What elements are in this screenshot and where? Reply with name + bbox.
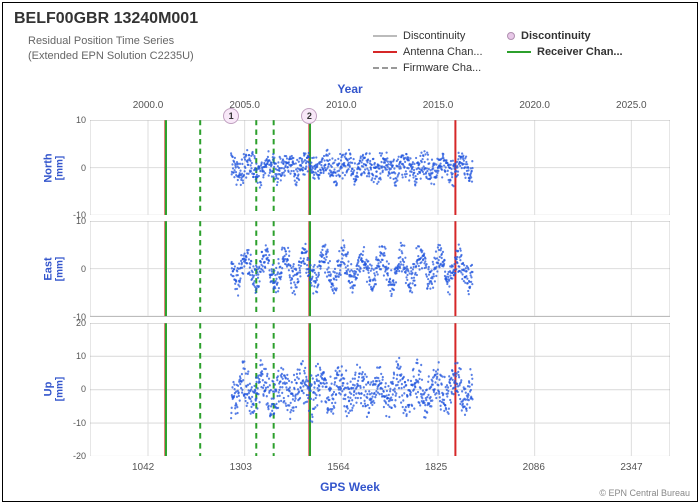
week-ticks: 1042 1303 1564 1825 2086 2347 — [90, 462, 670, 476]
y-ticks: -10010 — [60, 221, 86, 316]
credit-text: © EPN Central Bureau — [599, 488, 690, 498]
y-ticks: -20-1001020 — [60, 323, 86, 456]
year-ticks: 2000.02005.02010.02015.02020.02025.0 — [90, 100, 670, 114]
year-tick: 2025.0 — [616, 100, 647, 111]
bottom-axis-label: GPS Week — [0, 480, 700, 494]
legend-item: Receiver Chan... — [507, 46, 637, 58]
legend-item: Firmware Cha... — [373, 62, 503, 74]
week-tick: 1303 — [230, 462, 252, 473]
year-tick: 2000.0 — [133, 100, 164, 111]
top-axis-label: Year — [0, 82, 700, 96]
chart-title: BELF00GBR 13240M001 — [14, 10, 198, 28]
legend-item: Discontinuity — [507, 30, 637, 42]
panel-east: East[mm]-10010 — [90, 221, 670, 316]
subtitle-line-2: (Extended EPN Solution C2235U) — [28, 49, 194, 64]
year-tick: 2020.0 — [519, 100, 550, 111]
week-tick: 2347 — [620, 462, 642, 473]
year-tick: 2010.0 — [326, 100, 357, 111]
chart-subtitle: Residual Position Time Series (Extended … — [28, 34, 194, 65]
year-tick: 2015.0 — [423, 100, 454, 111]
week-tick: 2086 — [523, 462, 545, 473]
discontinuity-marker: 1 — [223, 108, 239, 124]
panel-north: North[mm]-1001012 — [90, 120, 670, 215]
panel-up: Up[mm]-20-1001020 — [90, 323, 670, 456]
legend: Discontinuity Discontinuity Antenna Chan..… — [373, 28, 637, 76]
week-tick: 1042 — [132, 462, 154, 473]
chart-panels: North[mm]-1001012East[mm]-10010Up[mm]-20… — [90, 120, 670, 456]
subtitle-line-1: Residual Position Time Series — [28, 34, 194, 49]
y-ticks: -10010 — [60, 120, 86, 215]
legend-item: Antenna Chan... — [373, 46, 503, 58]
legend-item: Discontinuity — [373, 30, 503, 42]
week-tick: 1825 — [425, 462, 447, 473]
week-tick: 1564 — [327, 462, 349, 473]
discontinuity-marker: 2 — [301, 108, 317, 124]
